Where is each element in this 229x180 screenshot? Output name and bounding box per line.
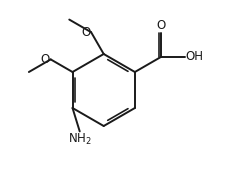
Text: O: O	[157, 19, 166, 32]
Text: NH$_2$: NH$_2$	[68, 132, 92, 147]
Text: O: O	[41, 53, 50, 66]
Text: OH: OH	[185, 50, 204, 63]
Text: O: O	[81, 26, 90, 39]
